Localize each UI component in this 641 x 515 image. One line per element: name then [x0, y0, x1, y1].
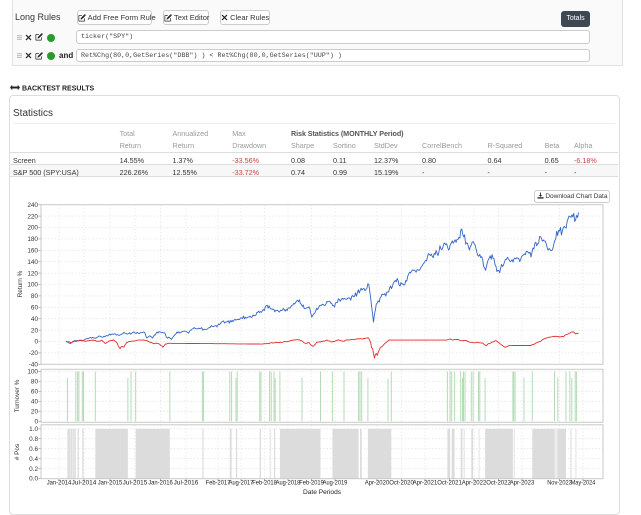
- svg-text:0: 0: [34, 339, 38, 346]
- svg-text:240: 240: [27, 202, 38, 209]
- svg-text:200: 200: [27, 225, 38, 232]
- svg-text:60: 60: [31, 305, 39, 312]
- svg-text:Turnover %: Turnover %: [14, 379, 21, 412]
- svg-text:Jan-2016: Jan-2016: [148, 480, 173, 487]
- svg-text:Aug-2019: Aug-2019: [323, 480, 348, 487]
- svg-text:220: 220: [27, 213, 38, 220]
- svg-text:0.4: 0.4: [29, 456, 38, 463]
- svg-text:1.0: 1.0: [29, 426, 38, 433]
- svg-text:Oct-2020: Oct-2020: [389, 480, 414, 487]
- svg-text:-20: -20: [29, 350, 39, 357]
- svg-text:100: 100: [27, 282, 38, 289]
- svg-text:Feb-2019: Feb-2019: [299, 480, 324, 487]
- svg-text:40: 40: [31, 399, 39, 406]
- svg-text:80: 80: [31, 379, 39, 386]
- svg-text:0.6: 0.6: [29, 446, 38, 453]
- svg-text:Aug-2017: Aug-2017: [229, 480, 254, 487]
- svg-text:20: 20: [31, 327, 39, 334]
- svg-text:-40: -40: [29, 362, 39, 369]
- svg-text:0.0: 0.0: [29, 476, 38, 483]
- svg-text:0.2: 0.2: [29, 466, 38, 473]
- svg-text:Oct-2022: Oct-2022: [486, 480, 511, 487]
- svg-text:Jan-2014: Jan-2014: [47, 480, 72, 487]
- svg-text:Feb-2017: Feb-2017: [206, 480, 231, 487]
- svg-text:Apr-2020: Apr-2020: [365, 480, 390, 487]
- svg-text:Apr-2023: Apr-2023: [510, 480, 535, 487]
- svg-text:Feb-2018: Feb-2018: [252, 480, 277, 487]
- svg-text:160: 160: [27, 248, 38, 255]
- svg-text:Jul-2016: Jul-2016: [174, 480, 199, 487]
- svg-text:Jul-2015: Jul-2015: [123, 480, 148, 487]
- svg-text:Apr-2021: Apr-2021: [413, 480, 438, 487]
- svg-text:Nov-2023: Nov-2023: [547, 480, 572, 487]
- svg-text:40: 40: [31, 316, 39, 323]
- svg-text:180: 180: [27, 236, 38, 243]
- svg-text:120: 120: [27, 270, 38, 277]
- svg-text:0: 0: [34, 418, 38, 425]
- svg-text:140: 140: [27, 259, 38, 266]
- svg-text:Jan-2015: Jan-2015: [98, 480, 123, 487]
- svg-text:Jul-2014: Jul-2014: [72, 480, 97, 487]
- svg-text:80: 80: [31, 293, 39, 300]
- svg-text:Date Periods: Date Periods: [303, 489, 342, 496]
- svg-text:Aug-2018: Aug-2018: [276, 480, 301, 487]
- svg-text:Oct-2021: Oct-2021: [437, 480, 462, 487]
- svg-text:Apr-2022: Apr-2022: [462, 480, 487, 487]
- svg-text:# Pos: # Pos: [14, 444, 21, 460]
- svg-text:20: 20: [31, 409, 39, 416]
- svg-text:60: 60: [31, 389, 39, 396]
- svg-text:Return %: Return %: [17, 270, 24, 297]
- svg-text:0.8: 0.8: [29, 436, 38, 443]
- svg-text:100: 100: [27, 369, 38, 376]
- svg-text:May-2024: May-2024: [571, 480, 596, 487]
